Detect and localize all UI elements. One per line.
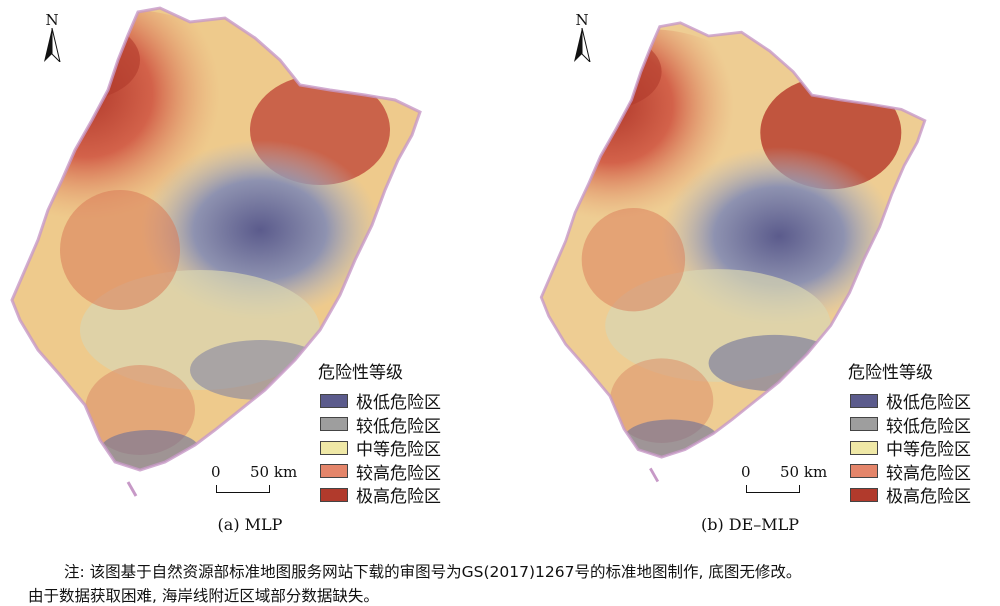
legend-swatch	[850, 417, 878, 432]
scale-end-label: 50 km	[780, 463, 828, 481]
legend-title: 危险性等级	[848, 363, 933, 383]
legend-label: 极高危险区	[886, 487, 971, 508]
scale-bar: 0 50 km	[208, 463, 318, 497]
scale-end-label: 50 km	[250, 463, 298, 481]
legend-item: 中等危险区	[310, 436, 480, 460]
note-line-1: 注: 该图基于自然资源部标准地图服务网站下载的审图号为GS(2017)1267号…	[64, 563, 802, 581]
north-arrow-icon	[44, 27, 61, 64]
legend-item: 较高危险区	[310, 460, 480, 484]
note-line-2: 由于数据获取困难, 海岸线附近区域部分数据缺失。	[28, 587, 379, 605]
map-panel-de-mlp: N 0 50 km 危险性等级 极低危险区 较低危险区 中等危险区 较高危险区 …	[530, 0, 1000, 540]
legend-swatch	[320, 393, 348, 408]
north-label: N	[575, 11, 589, 29]
legend: 危险性等级 极低危险区 较低危险区 中等危险区 较高危险区 极高危险区	[310, 358, 480, 507]
legend-title: 危险性等级	[318, 363, 403, 383]
legend-item: 极高危险区	[310, 483, 480, 507]
map-panel-mlp: N 0 50 km 危险性等级 极低危险区 较低危险区 中等危险区 较高危险区 …	[0, 0, 500, 540]
legend-item: 极低危险区	[310, 389, 480, 413]
scale-bar-line	[746, 485, 800, 493]
legend-item: 较低危险区	[310, 413, 480, 437]
north-arrow-icon	[574, 27, 591, 64]
scale-start-label: 0	[211, 463, 221, 481]
north-arrow: N	[568, 12, 596, 64]
legend-swatch	[320, 440, 348, 455]
hazard-map-mlp	[10, 6, 422, 497]
scale-bar-line	[216, 485, 270, 493]
scale-start-label: 0	[741, 463, 751, 481]
legend-label: 中等危险区	[886, 440, 971, 461]
legend-swatch	[850, 464, 878, 479]
legend-item: 极高危险区	[840, 483, 1000, 507]
legend-swatch	[320, 487, 348, 502]
panel-caption: (a) MLP	[217, 515, 283, 534]
legend-swatch	[320, 417, 348, 432]
panel-caption: (b) DE–MLP	[700, 515, 800, 534]
legend-swatch	[850, 440, 878, 455]
legend-item: 较高危险区	[840, 460, 1000, 484]
legend-swatch	[850, 393, 878, 408]
legend-label: 较高危险区	[356, 463, 441, 484]
legend-item: 中等危险区	[840, 436, 1000, 460]
hazard-map-de-mlp	[539, 21, 927, 483]
legend: 危险性等级 极低危险区 较低危险区 中等危险区 较高危险区 极高危险区	[840, 358, 1000, 507]
legend-label: 较高危险区	[886, 463, 971, 484]
legend-label: 较低危险区	[356, 416, 441, 437]
legend-label: 极低危险区	[356, 393, 441, 414]
north-label: N	[45, 11, 59, 29]
legend-item: 极低危险区	[840, 389, 1000, 413]
legend-label: 较低危险区	[886, 416, 971, 437]
legend-label: 极高危险区	[356, 487, 441, 508]
legend-label: 极低危险区	[886, 393, 971, 414]
scale-bar: 0 50 km	[738, 463, 848, 497]
legend-swatch	[320, 464, 348, 479]
legend-swatch	[850, 487, 878, 502]
legend-label: 中等危险区	[356, 440, 441, 461]
legend-item: 较低危险区	[840, 413, 1000, 437]
north-arrow: N	[38, 12, 66, 64]
